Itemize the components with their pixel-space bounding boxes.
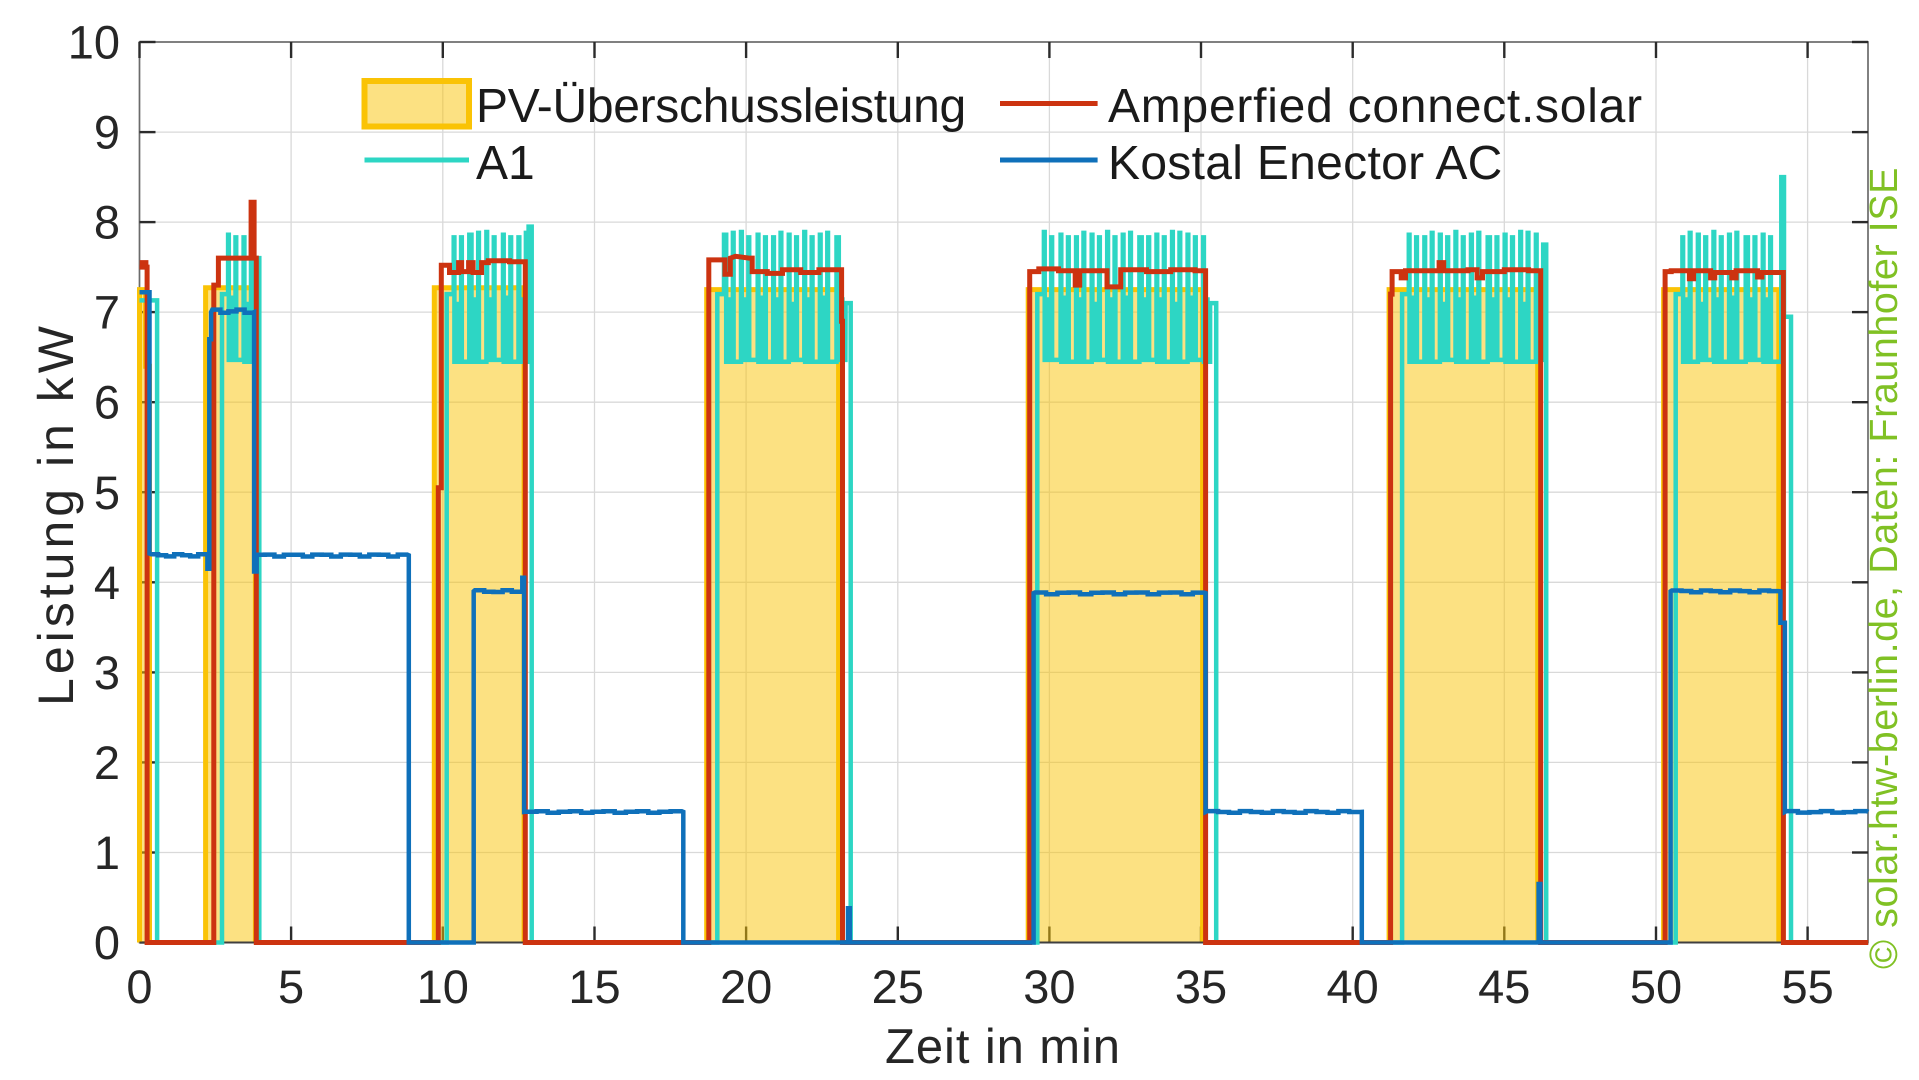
svg-text:35: 35 — [1175, 960, 1227, 1013]
svg-text:2: 2 — [94, 736, 120, 789]
svg-text:7: 7 — [94, 286, 120, 339]
svg-text:Zeit in min: Zeit in min — [885, 1020, 1121, 1074]
svg-text:Leistung in kW: Leistung in kW — [28, 322, 84, 706]
svg-text:45: 45 — [1478, 960, 1530, 1013]
svg-text:0: 0 — [94, 916, 120, 969]
svg-text:55: 55 — [1781, 960, 1833, 1013]
svg-text:40: 40 — [1327, 960, 1379, 1013]
svg-text:10: 10 — [68, 16, 120, 69]
svg-text:30: 30 — [1023, 960, 1075, 1013]
svg-text:© solar.htw-berlin.de, Daten:: © solar.htw-berlin.de, Daten: Fraunhofer… — [1862, 167, 1906, 969]
svg-text:4: 4 — [94, 556, 120, 609]
svg-text:5: 5 — [278, 960, 304, 1013]
svg-text:20: 20 — [720, 960, 772, 1013]
svg-text:25: 25 — [872, 960, 924, 1013]
svg-text:15: 15 — [568, 960, 620, 1013]
svg-text:0: 0 — [126, 960, 152, 1013]
svg-text:Amperfied connect.solar: Amperfied connect.solar — [1108, 80, 1643, 133]
svg-text:1: 1 — [94, 826, 120, 879]
svg-text:3: 3 — [94, 646, 120, 699]
svg-text:Kostal Enector AC: Kostal Enector AC — [1108, 137, 1503, 190]
svg-text:8: 8 — [94, 196, 120, 249]
svg-text:50: 50 — [1630, 960, 1682, 1013]
svg-text:A1: A1 — [476, 137, 535, 190]
svg-text:10: 10 — [417, 960, 469, 1013]
svg-text:6: 6 — [94, 376, 120, 429]
svg-text:PV-Überschussleistung: PV-Überschussleistung — [476, 80, 966, 133]
svg-text:9: 9 — [94, 106, 120, 159]
svg-text:5: 5 — [94, 466, 120, 519]
